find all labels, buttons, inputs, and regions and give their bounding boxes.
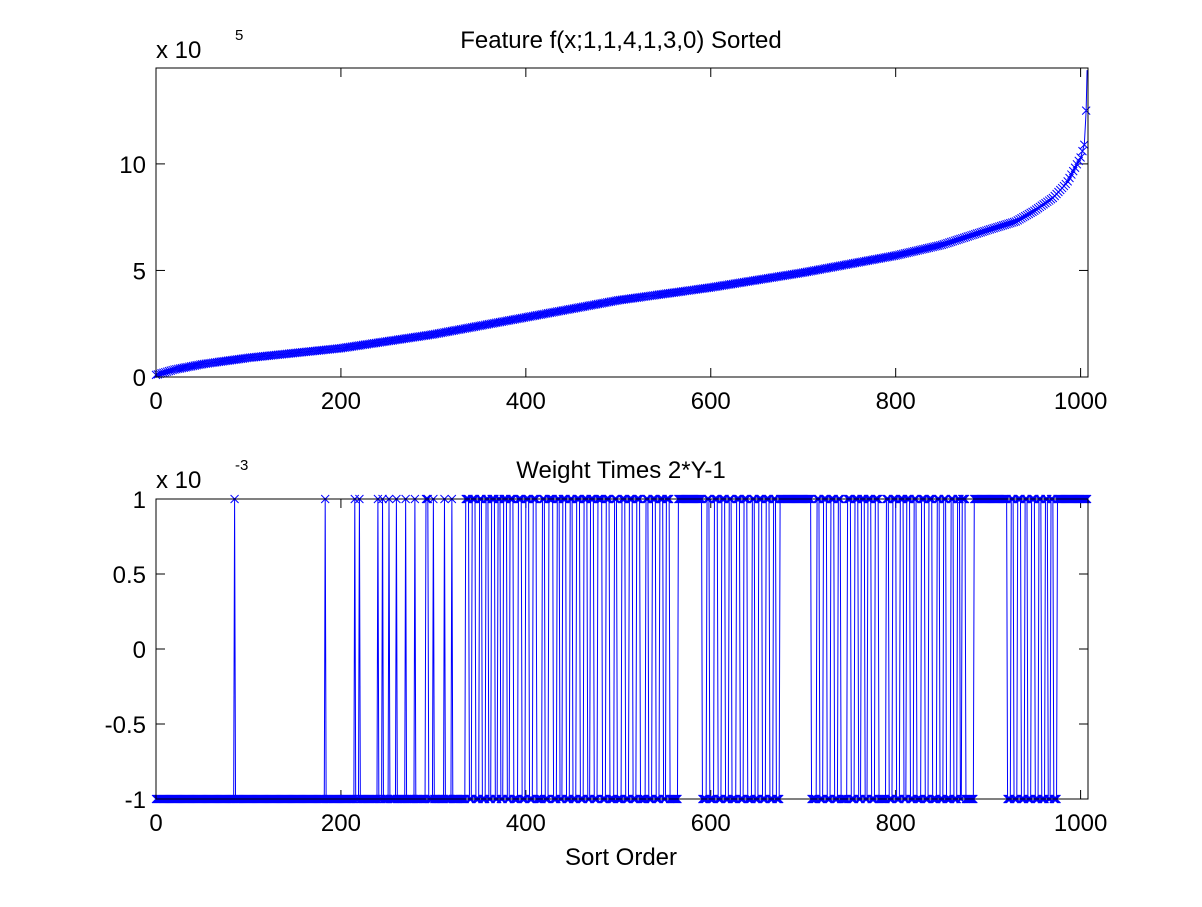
top-subplot: Feature f(x;1,1,4,1,3,0) Sorted x 10 5 0… bbox=[119, 27, 1107, 415]
bottom-axes-frame bbox=[155, 498, 1089, 800]
bottom-x-tick-label: 400 bbox=[506, 810, 546, 837]
bottom-y-tick-label: -1 bbox=[125, 787, 146, 814]
bottom-y-tick-label: 0.5 bbox=[113, 562, 146, 589]
bottom-y-multiplier: x 10 bbox=[156, 467, 201, 494]
bottom-axis-ticks: 0 200 400 600 800 1000 -1 -0.5 0 0.5 1 bbox=[105, 487, 1108, 837]
bottom-x-tick-label: 1000 bbox=[1054, 810, 1107, 837]
top-y-multiplier: x 10 bbox=[156, 37, 201, 64]
top-y-multiplier-exponent: 5 bbox=[235, 27, 243, 44]
bottom-series bbox=[151, 494, 1092, 804]
top-series-line bbox=[155, 70, 1088, 376]
bottom-y-tick-label: 0 bbox=[133, 637, 146, 664]
top-x-tick-label: 800 bbox=[876, 388, 916, 415]
bottom-x-tick-label: 800 bbox=[876, 810, 916, 837]
bottom-subplot: Weight Times 2*Y-1 x 10 -3 0 200 400 600 800… bbox=[105, 457, 1108, 871]
bottom-x-axis-label: Sort Order bbox=[565, 844, 677, 871]
bottom-x-tick-label: 0 bbox=[149, 810, 162, 837]
top-y-tick-label: 0 bbox=[133, 365, 146, 392]
top-x-tick-label: 0 bbox=[149, 388, 162, 415]
top-series bbox=[151, 70, 1091, 380]
top-series-markers bbox=[151, 106, 1091, 380]
bottom-series-line bbox=[156, 498, 1088, 800]
top-axis-ticks: 0 200 400 600 800 1000 0 5 10 bbox=[119, 68, 1107, 415]
bottom-y-tick-label: 1 bbox=[133, 487, 146, 514]
bottom-y-tick-label: -0.5 bbox=[105, 712, 146, 739]
bottom-y-multiplier-exponent: -3 bbox=[235, 457, 248, 474]
top-chart-title: Feature f(x;1,1,4,1,3,0) Sorted bbox=[460, 27, 782, 54]
bottom-chart-title: Weight Times 2*Y-1 bbox=[516, 457, 725, 484]
top-axes-frame bbox=[155, 67, 1089, 378]
top-x-tick-label: 1000 bbox=[1054, 388, 1107, 415]
top-x-tick-label: 400 bbox=[506, 388, 546, 415]
bottom-x-tick-label: 600 bbox=[691, 810, 731, 837]
top-x-tick-label: 200 bbox=[321, 388, 361, 415]
bottom-x-tick-label: 200 bbox=[321, 810, 361, 837]
top-y-tick-label: 10 bbox=[119, 152, 146, 179]
top-x-tick-label: 600 bbox=[691, 388, 731, 415]
top-y-tick-label: 5 bbox=[133, 258, 146, 285]
